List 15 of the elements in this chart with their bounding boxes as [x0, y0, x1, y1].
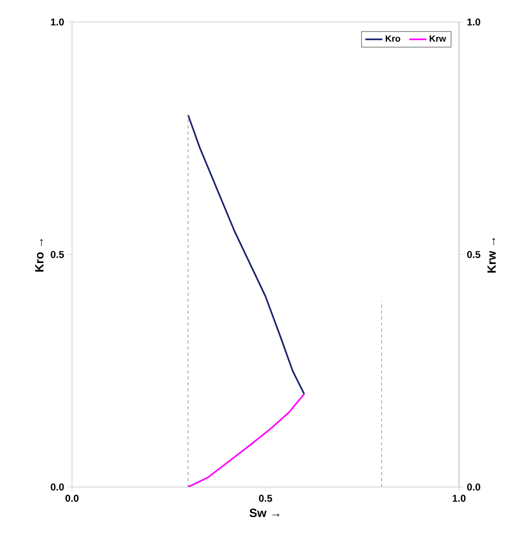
y-tick-label: 0.5: [50, 250, 64, 258]
legend-label: Krw: [430, 35, 446, 42]
x-axis-title: Sw →: [250, 508, 280, 518]
y-axis-title: Kro →: [35, 239, 44, 272]
x-tick-label: 1.0: [452, 494, 466, 502]
y-tick-label: 0.0: [50, 483, 64, 491]
line-series: [187, 393, 305, 487]
x-tick-label: 0.5: [258, 494, 272, 502]
y-tick-label: 1.0: [51, 18, 64, 26]
y2-axis-title: Krw →: [487, 238, 496, 273]
x-tick-label: 0.0: [65, 494, 79, 502]
legend-label: Kro: [386, 35, 400, 42]
y2-tick-label: 0.0: [467, 483, 480, 491]
y2-tick-label: 0.5: [467, 250, 480, 258]
y2-tick-label: 1.0: [467, 18, 480, 26]
